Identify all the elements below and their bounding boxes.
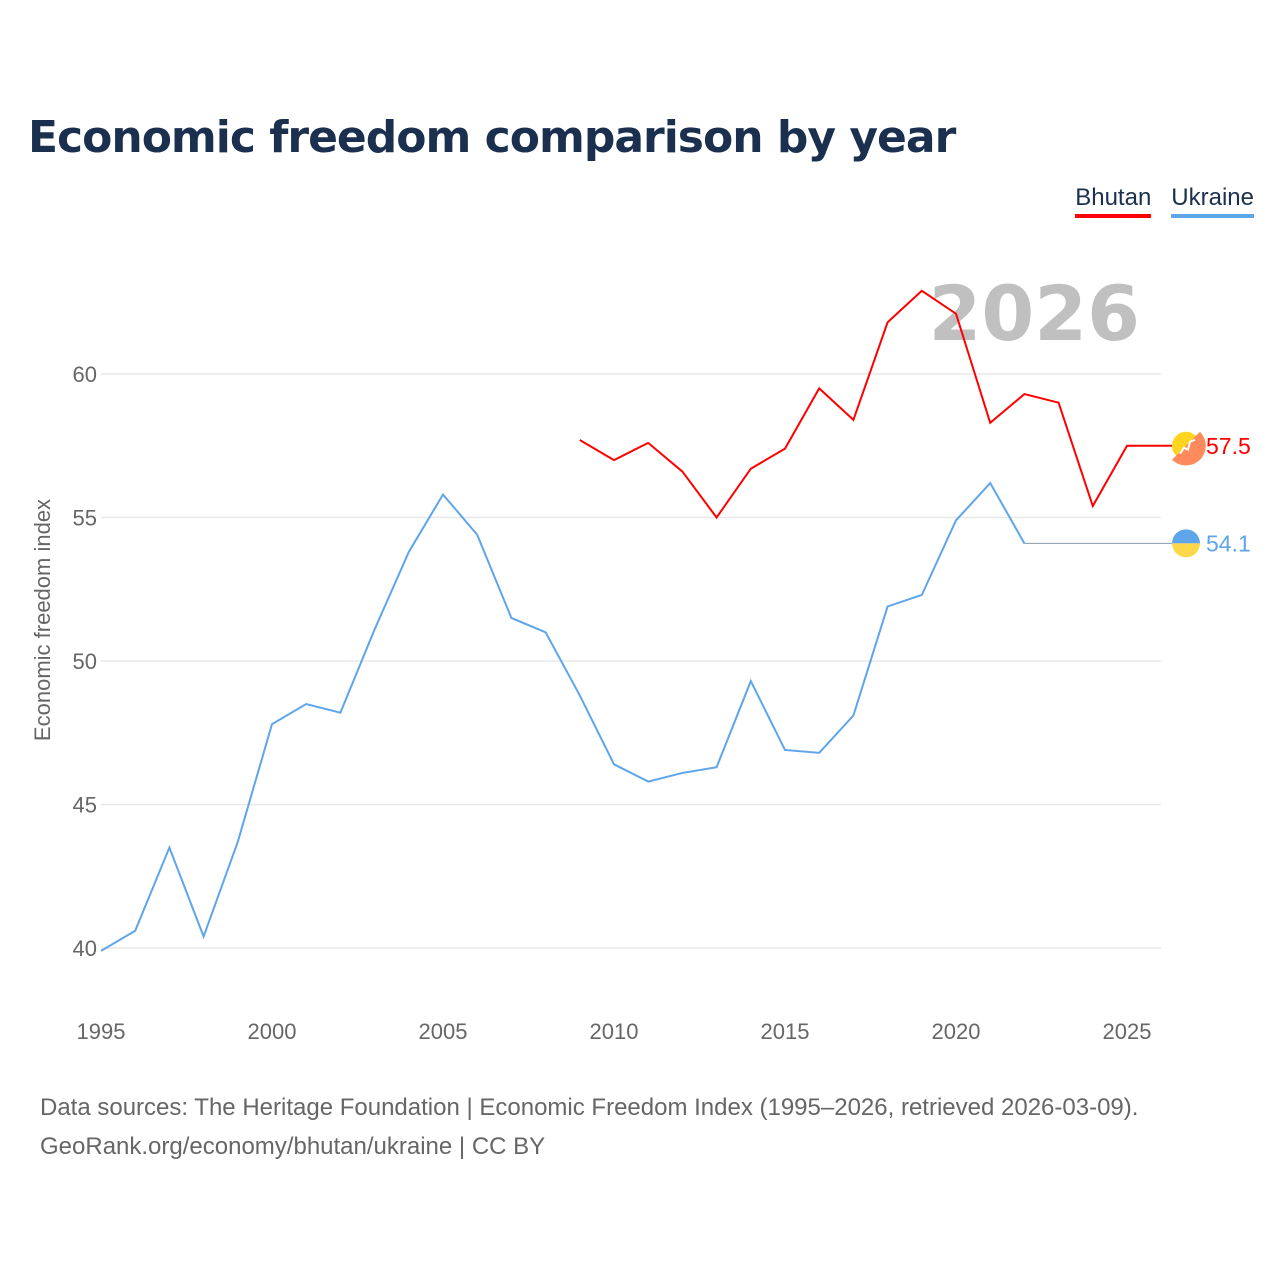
source-note: Data sources: The Heritage Foundation | … [40, 1088, 1138, 1166]
y-tick-label: 40 [73, 936, 97, 961]
year-label: 2026 [928, 269, 1140, 358]
y-axis-label: Economic freedom index [30, 499, 55, 741]
y-tick-label: 50 [73, 649, 97, 674]
end-value-label: 57.5 [1206, 433, 1251, 459]
source-line-2[interactable]: GeoRank.org/economy/bhutan/ukraine | CC … [40, 1133, 546, 1160]
legend-bhutan[interactable]: Bhutan [1075, 184, 1152, 218]
end-value-label: 54.1 [1206, 530, 1251, 556]
x-tick-label: 2025 [1103, 1019, 1152, 1044]
x-tick-label: 1995 [77, 1019, 126, 1044]
bhutan-dragon-icon [1179, 438, 1196, 455]
y-tick-label: 60 [73, 362, 97, 387]
x-tick-label: 2000 [248, 1019, 297, 1044]
legend-ukraine[interactable]: Ukraine [1171, 184, 1254, 218]
x-tick-label: 2020 [932, 1019, 981, 1044]
source-line-1: Data sources: The Heritage Foundation | … [40, 1094, 1139, 1121]
x-tick-label: 2010 [590, 1019, 639, 1044]
legend: Bhutan Ukraine [1075, 184, 1254, 218]
series-line-bhutan [579, 289, 1162, 520]
ukraine-flag-icon [1172, 543, 1200, 558]
ukraine-flag-icon [1172, 529, 1200, 544]
y-tick-label: 55 [73, 506, 97, 531]
x-tick-label: 2005 [419, 1019, 468, 1044]
series-line-ukraine [100, 481, 1026, 952]
x-tick-label: 2015 [761, 1019, 810, 1044]
chart-title: Economic freedom comparison by year [28, 112, 956, 163]
y-tick-label: 45 [73, 793, 97, 818]
